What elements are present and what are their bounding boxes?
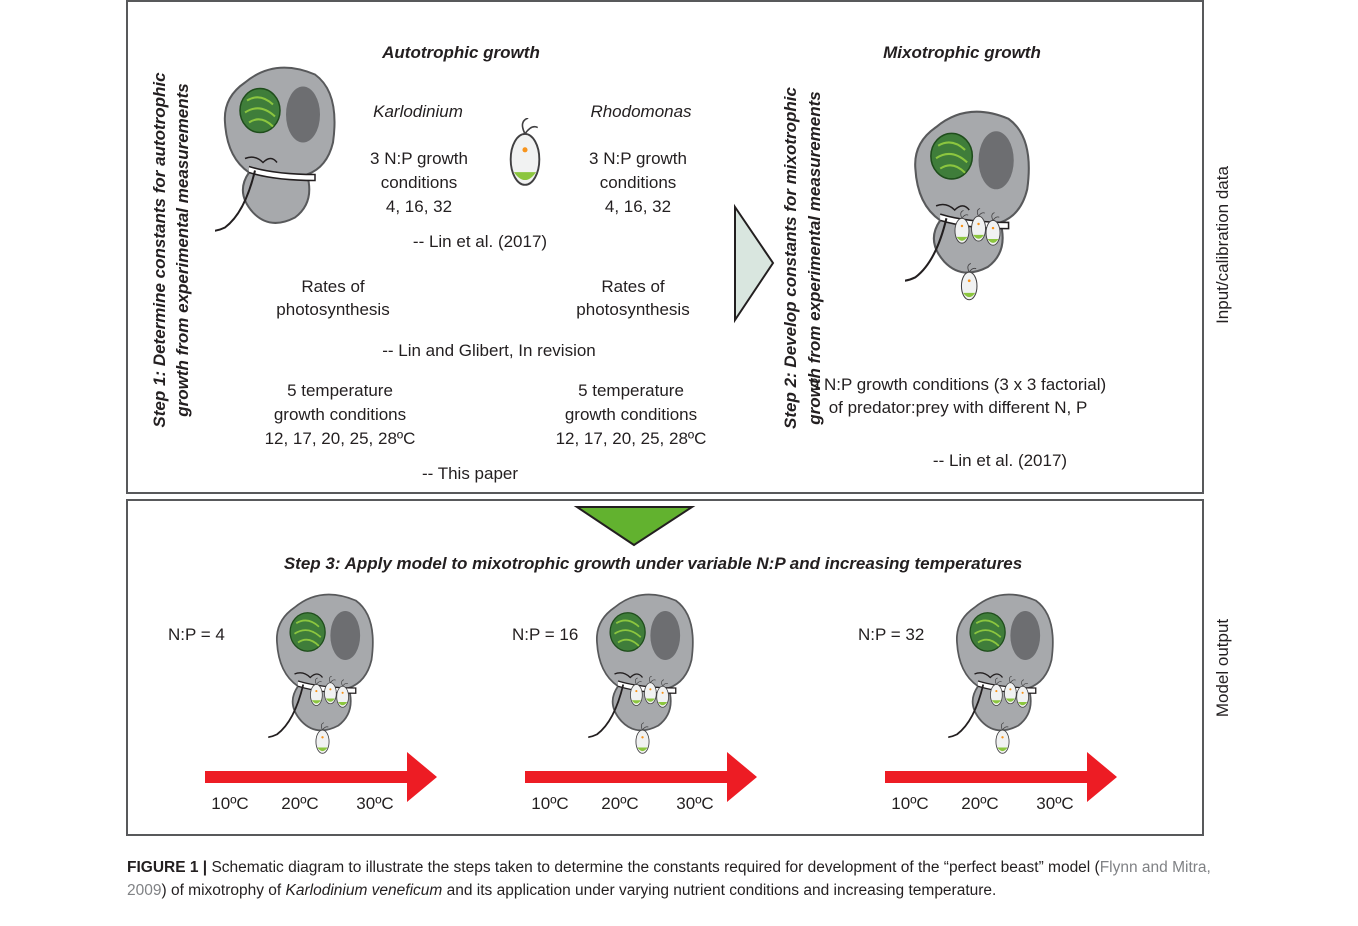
- np-conditions: 4, 16, 32: [386, 197, 452, 216]
- bottom-panel: [126, 499, 1204, 836]
- rhodomonas-cell: [509, 118, 541, 186]
- photosynthesis: photosynthesis: [576, 300, 689, 319]
- mixotrophic-conditions: of predator:prey with different N, P: [829, 398, 1088, 417]
- organism: Karlodinium: [373, 102, 463, 121]
- source: -- Lin and Glibert, In revision: [382, 341, 596, 360]
- temperature-label: 20ºC: [961, 794, 998, 813]
- temperature-conditions: 12, 17, 20, 25, 28ºC: [265, 429, 416, 448]
- temperature-label: 10ºC: [891, 794, 928, 813]
- source: -- Lin et al. (2017): [933, 451, 1067, 470]
- temperature-conditions: 12, 17, 20, 25, 28ºC: [556, 429, 707, 448]
- source: -- Lin et al. (2017): [413, 232, 547, 251]
- np-conditions: conditions: [600, 173, 677, 192]
- caption-text: and its application under varying nutrie…: [442, 882, 997, 899]
- scenario-label: N:P = 4: [168, 625, 225, 644]
- flow-arrow: [573, 506, 696, 547]
- mixotroph-cell: [260, 594, 373, 753]
- caption-species: Karlodinium veneficum: [285, 882, 443, 899]
- temperature-conditions: 5 temperature: [287, 381, 393, 400]
- temperature-label: 30ºC: [1036, 794, 1073, 813]
- temperature-label: 20ºC: [601, 794, 638, 813]
- mixotrophic-title: Mixotrophic growth: [883, 43, 1041, 62]
- caption-reference[interactable]: Flynn and Mitra, 2009: [127, 859, 1211, 899]
- mixotroph-cell: [895, 112, 1029, 300]
- side-label: Input/calibration data: [1213, 166, 1232, 324]
- source: -- This paper: [422, 464, 518, 483]
- temperature-label: 30ºC: [676, 794, 713, 813]
- temperature-label: 10ºC: [211, 794, 248, 813]
- top-panel: [126, 0, 1204, 494]
- temperature-label: 10ºC: [531, 794, 568, 813]
- temperature-arrow: [205, 752, 437, 802]
- figure-caption: FIGURE 1 | Schematic diagram to illustra…: [127, 856, 1212, 902]
- temperature-arrow: [885, 752, 1117, 802]
- karlodinium-cell: [215, 66, 336, 233]
- caption-text: ) of mixotrophy of: [161, 882, 286, 899]
- np-conditions: 3 N:P growth: [370, 149, 468, 168]
- step1-label: growth from experimental measurements: [173, 83, 192, 417]
- np-conditions: 4, 16, 32: [605, 197, 671, 216]
- mixotrophic-conditions: 9 N:P growth conditions (3 x 3 factorial…: [810, 375, 1106, 394]
- np-conditions: 3 N:P growth: [589, 149, 687, 168]
- side-label: Model output: [1213, 619, 1232, 718]
- temperature-label: 20ºC: [281, 794, 318, 813]
- step1-label: Step 1: Determine constants for autotrop…: [150, 72, 169, 428]
- temperature-arrow: [525, 752, 757, 802]
- temperature-label: 30ºC: [356, 794, 393, 813]
- mixotroph-cell: [580, 594, 693, 753]
- step2-label: growth from experimental measurements: [805, 91, 824, 425]
- temperature-conditions: 5 temperature: [578, 381, 684, 400]
- photosynthesis: photosynthesis: [276, 300, 389, 319]
- scenario-label: N:P = 16: [512, 625, 578, 644]
- organism: Rhodomonas: [590, 102, 692, 121]
- np-conditions: conditions: [381, 173, 458, 192]
- temperature-conditions: growth conditions: [565, 405, 697, 424]
- step3-label: Step 3: Apply model to mixotrophic growt…: [284, 554, 1022, 573]
- mixotroph-cell: [940, 594, 1053, 753]
- autotrophic-title: Autotrophic growth: [381, 43, 540, 62]
- flow-arrow: [734, 203, 775, 324]
- scenario-label: N:P = 32: [858, 625, 924, 644]
- caption-text: Schematic diagram to illustrate the step…: [207, 859, 1100, 876]
- figure: Step 1: Determine constants for autotrop…: [126, 0, 1232, 836]
- photosynthesis: Rates of: [601, 277, 665, 296]
- step2-label: Step 2: Develop constants for mixotrophi…: [781, 86, 800, 428]
- caption-label: FIGURE 1 |: [127, 859, 208, 876]
- temperature-conditions: growth conditions: [274, 405, 406, 424]
- photosynthesis: Rates of: [301, 277, 365, 296]
